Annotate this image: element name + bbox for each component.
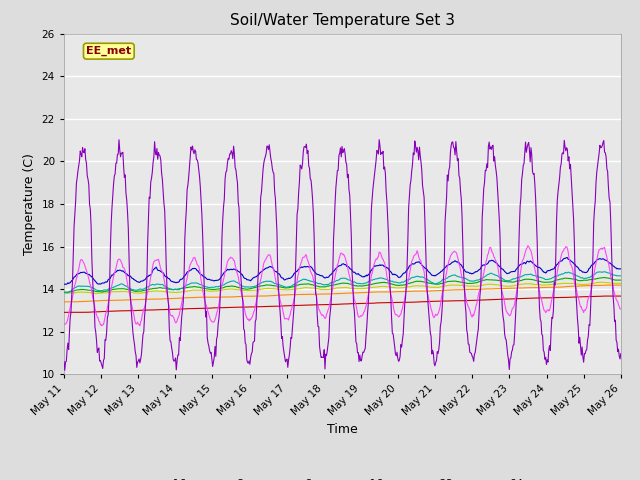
Text: EE_met: EE_met	[86, 46, 131, 56]
X-axis label: Time: Time	[327, 423, 358, 436]
Title: Soil/Water Temperature Set 3: Soil/Water Temperature Set 3	[230, 13, 455, 28]
Y-axis label: Temperature (C): Temperature (C)	[23, 153, 36, 255]
Legend: -16cm, -8cm, -2cm, +2cm, +8cm, +16cm, +32cm, +64cm: -16cm, -8cm, -2cm, +2cm, +8cm, +16cm, +3…	[141, 475, 543, 480]
